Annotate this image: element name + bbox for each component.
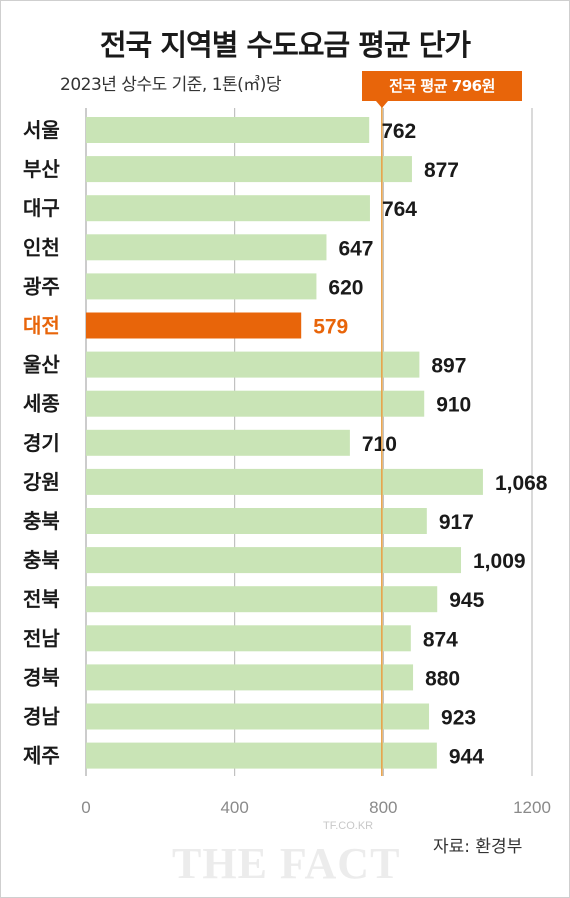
bar-15 bbox=[86, 664, 414, 691]
bar-1 bbox=[86, 117, 370, 143]
bar-4 bbox=[86, 234, 327, 261]
category-label: 인천 bbox=[23, 235, 60, 259]
average-badge: 전국 평균 796원 bbox=[362, 71, 522, 101]
bar-13 bbox=[86, 586, 438, 613]
value-label: 897 bbox=[431, 355, 466, 378]
chart-title: 전국 지역별 수도요금 평균 단가 bbox=[99, 28, 471, 62]
value-label: 910 bbox=[436, 394, 471, 417]
value-label: 880 bbox=[425, 667, 460, 690]
value-label: 923 bbox=[441, 707, 476, 730]
value-label: 945 bbox=[449, 589, 484, 612]
watermark-logo: THE FACT bbox=[172, 839, 401, 888]
value-label: 710 bbox=[362, 433, 397, 456]
bar-17 bbox=[86, 742, 437, 769]
category-label: 서울 bbox=[23, 118, 60, 142]
category-label: 경북 bbox=[23, 665, 60, 689]
bar-6 bbox=[86, 312, 302, 339]
chart-subtitle: 2023년 상수도 기준, 1톤(㎥)당 bbox=[60, 75, 282, 95]
bar-14 bbox=[86, 625, 411, 652]
category-label: 부산 bbox=[23, 157, 60, 181]
value-label: 764 bbox=[382, 198, 417, 221]
x-tick-label: 800 bbox=[369, 798, 397, 817]
bar-9 bbox=[86, 429, 350, 456]
average-badge-pointer bbox=[376, 101, 388, 108]
category-label: 충북 bbox=[23, 548, 60, 572]
value-label: 874 bbox=[423, 628, 458, 651]
value-label: 647 bbox=[338, 237, 373, 260]
value-label: 579 bbox=[313, 316, 348, 339]
source-note: 자료: 환경부 bbox=[433, 837, 523, 857]
category-label: 전남 bbox=[23, 626, 60, 650]
bar-8 bbox=[86, 390, 425, 417]
value-label: 1,009 bbox=[473, 550, 526, 573]
bar-11 bbox=[86, 508, 427, 534]
category-label: 울산 bbox=[23, 353, 60, 377]
bar-2 bbox=[86, 156, 412, 183]
category-label: 대전 bbox=[23, 314, 60, 338]
bar-7 bbox=[86, 351, 420, 378]
watermark-url: TF.CO.KR bbox=[323, 820, 374, 832]
value-label: 917 bbox=[439, 511, 474, 534]
bar-5 bbox=[86, 273, 317, 300]
x-tick-label: 1200 bbox=[513, 798, 551, 817]
value-label: 1,068 bbox=[495, 472, 548, 495]
category-label: 경남 bbox=[23, 705, 60, 729]
bar-10 bbox=[86, 468, 483, 495]
value-label: 944 bbox=[449, 746, 484, 769]
value-label: 877 bbox=[424, 159, 459, 182]
category-label: 강원 bbox=[23, 470, 60, 494]
category-label: 세종 bbox=[23, 392, 60, 416]
category-label: 전북 bbox=[23, 587, 60, 611]
value-label: 762 bbox=[381, 120, 416, 143]
category-label: 대구 bbox=[23, 196, 60, 220]
bar-16 bbox=[86, 703, 430, 730]
bar-12 bbox=[86, 547, 462, 574]
category-label: 충북 bbox=[23, 509, 60, 533]
bar-3 bbox=[86, 195, 370, 222]
x-tick-label: 400 bbox=[220, 798, 248, 817]
category-label: 광주 bbox=[23, 274, 60, 298]
x-tick-label: 0 bbox=[81, 798, 90, 817]
category-label: 제주 bbox=[23, 744, 60, 768]
value-label: 620 bbox=[328, 276, 363, 299]
category-label: 경기 bbox=[23, 431, 60, 455]
